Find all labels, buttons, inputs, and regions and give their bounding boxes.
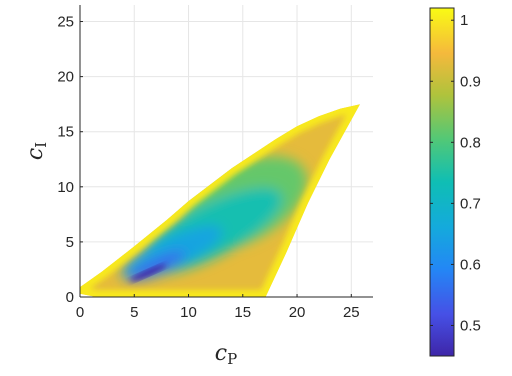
x-tick-label: 20 — [289, 304, 306, 321]
colorbar — [429, 7, 455, 357]
x-tick-label: 10 — [180, 304, 197, 321]
colorbar-tick-label: 0.6 — [460, 256, 481, 273]
y-tick-label: 0 — [66, 289, 74, 306]
colorbar-tick-label: 0.5 — [460, 317, 481, 334]
y-tick-labels: 0 5 10 15 20 25 — [57, 14, 74, 306]
colorbar-tick-label: 0.9 — [460, 73, 481, 90]
axes — [79, 5, 373, 298]
x-axis-label: cP — [215, 341, 237, 368]
y-tick-label: 5 — [66, 234, 74, 251]
x-tick-label: 5 — [130, 304, 138, 321]
x-tick-labels: 0 5 10 15 20 25 — [76, 304, 360, 321]
colorbar-ticks: 0.5 0.6 0.7 0.8 0.9 1 — [430, 12, 481, 334]
colorbar-tick-label: 0.8 — [460, 134, 481, 151]
y-tick-label: 15 — [57, 124, 74, 141]
x-tick-label: 15 — [234, 304, 251, 321]
x-tick-label: 0 — [76, 304, 84, 321]
y-tick-label: 10 — [57, 179, 74, 196]
y-axis-label: cI — [23, 142, 50, 160]
y-tick-label: 25 — [57, 14, 74, 31]
colorbar-tick-label: 1 — [460, 12, 468, 29]
colorbar-tick-label: 0.7 — [460, 195, 481, 212]
y-tick-label: 20 — [57, 69, 74, 86]
x-tick-label: 25 — [343, 304, 360, 321]
